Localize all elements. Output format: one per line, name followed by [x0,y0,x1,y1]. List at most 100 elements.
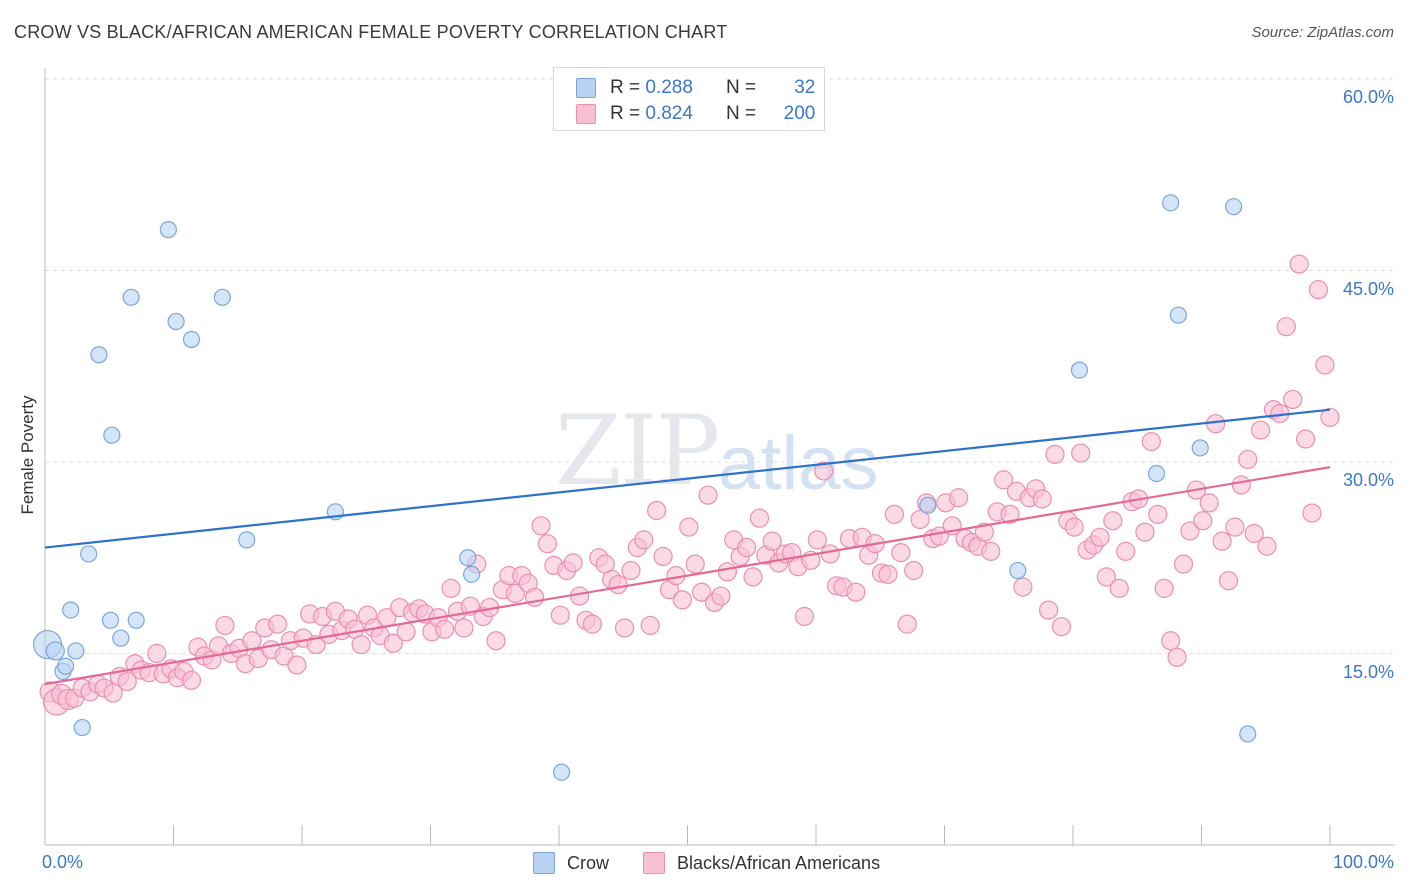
black-point [531,516,551,536]
black-point [717,562,737,582]
crow-point [1070,361,1089,379]
crow-point [45,641,65,661]
black-point [737,537,757,558]
black-point [846,582,866,602]
crow-point [67,642,85,660]
x-tick-label-min: 0.0% [42,852,84,872]
watermark-zip: ZIP [555,395,720,507]
bottom-legend-crow: Crow [533,852,609,874]
crow-point [122,288,140,306]
crow-point [1239,725,1257,743]
y-tick-label: 60.0% [1342,87,1394,107]
crow-point [101,611,120,629]
crow-point [182,330,201,349]
black-point [1000,504,1020,524]
black-point [1315,355,1335,375]
crow-point [1009,561,1027,580]
black-point [147,643,167,664]
black-point [621,560,641,581]
crow-point [919,496,937,515]
black-point [505,583,525,604]
legend-row-crow: R = 0.288 N = 32 [576,76,815,100]
black-point [351,634,371,655]
black-point [614,618,635,638]
bottom-legend-black-label: Blacks/African Americans [677,852,881,873]
black-point [1238,449,1258,470]
black-point [807,530,827,550]
black-point [1173,554,1194,574]
black-point [698,485,718,505]
x-tick-label-max: 100.0% [1332,852,1394,872]
black-point [647,500,667,521]
black-point [814,461,834,481]
black-point [949,488,969,508]
bottom-legend-black: Blacks/African Americans [643,852,880,874]
black-point [640,615,660,636]
black-point [1103,511,1123,531]
black-point [1212,531,1232,551]
black-point [537,534,558,554]
black-point [1045,444,1065,464]
black-point [1231,475,1251,495]
black-point [454,618,474,638]
legend-r-label: R = [610,77,641,98]
crow-point [112,629,130,647]
black-point [1244,523,1264,544]
crow-point [159,221,177,239]
black-point [1276,317,1296,337]
black-point [117,671,137,692]
black-point [1096,567,1117,587]
black-point [1199,493,1219,513]
crow-point [167,312,185,331]
black-point [267,614,288,634]
black-point [1283,389,1303,410]
black-point [679,517,699,537]
black-point [1032,489,1052,509]
black-point [634,530,654,550]
source-label: Source: ZipAtlas.com [1251,24,1394,41]
black-point [1071,443,1091,463]
black-point [981,541,1001,561]
crow-point [1191,439,1209,457]
crow-point [238,531,256,549]
black-point [672,590,692,610]
crow-swatch [533,852,555,874]
black-point [1090,527,1110,547]
crow-point [127,611,145,629]
black-point [1225,517,1245,537]
black-point [1251,420,1271,440]
black-point [685,554,705,574]
crow-point [90,346,108,364]
crow-point [1225,198,1243,216]
crow-point [73,718,91,737]
black-point [1141,431,1161,452]
black-point [563,553,583,573]
black-point [1257,536,1277,556]
black-point [1218,571,1239,591]
black-point [1308,280,1329,300]
y-tick-label: 30.0% [1342,470,1394,490]
black-point [608,574,628,595]
black-point [1148,504,1168,524]
black-point [891,543,911,563]
legend-r-label: R = [610,103,641,124]
black-point [1064,517,1084,537]
black-point [897,614,917,634]
black-point [1161,631,1181,651]
black-point [383,633,403,653]
black-point [1038,600,1059,620]
black-point [1289,254,1309,274]
black-point [820,544,840,564]
legend-r-value: 0.288 [645,77,693,98]
crow-point [1147,464,1166,483]
black-point [692,582,712,602]
y-tick-label: 45.0% [1342,278,1394,299]
black-point [1051,617,1072,637]
black-point [1116,541,1136,561]
black-point [582,614,603,634]
black-point [1193,511,1213,531]
crow-point [1169,306,1187,324]
black-point [1154,578,1174,598]
black-point [904,560,924,581]
black-point [550,605,570,625]
